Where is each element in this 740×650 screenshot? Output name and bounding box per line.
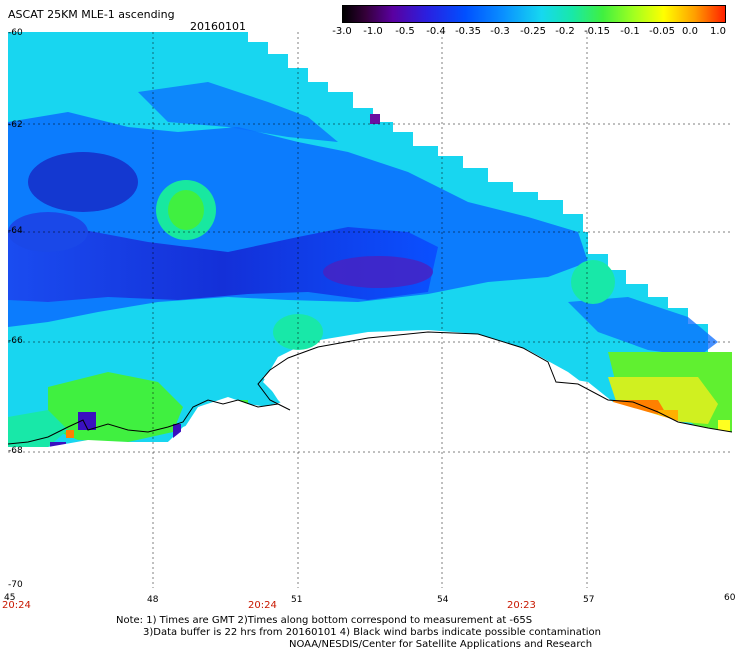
colorbar-label: -0.3 bbox=[490, 26, 510, 37]
lat-label: -70 bbox=[8, 580, 23, 590]
coastline bbox=[8, 331, 732, 445]
colorbar-label: -0.25 bbox=[520, 26, 546, 37]
wind-region-dark-blue bbox=[28, 152, 138, 212]
colorbar bbox=[342, 5, 726, 23]
graticule bbox=[8, 32, 732, 588]
map-date: 20160101 bbox=[190, 20, 246, 33]
wind-region-blue bbox=[138, 82, 338, 142]
wind-region-dark-blue bbox=[8, 227, 438, 302]
wind-region-blue bbox=[568, 297, 718, 357]
colorbar-label: -0.15 bbox=[584, 26, 610, 37]
time-label: 20:23 bbox=[507, 600, 536, 611]
land-mass bbox=[8, 334, 732, 588]
footer-note: 3)Data buffer is 22 hrs from 20160101 4)… bbox=[143, 627, 601, 638]
lon-label: 60 bbox=[724, 593, 736, 603]
lat-label: -64 bbox=[8, 226, 23, 236]
colorbar-label: -3.0 bbox=[332, 26, 352, 37]
wind-region-purple bbox=[173, 424, 181, 440]
colorbar-label: 0.0 bbox=[682, 26, 698, 37]
colorbar-label: -1.0 bbox=[363, 26, 383, 37]
lon-label: 48 bbox=[147, 595, 159, 605]
wind-region-green bbox=[168, 190, 204, 230]
lon-label: 45 bbox=[4, 593, 16, 603]
wind-region-green bbox=[571, 260, 615, 304]
wind-region-yellow bbox=[718, 420, 730, 432]
colorbar-label: -0.5 bbox=[395, 26, 415, 37]
colorbar-label: -0.35 bbox=[455, 26, 481, 37]
lat-label: -66 bbox=[8, 336, 23, 346]
wind-region-purple bbox=[323, 256, 433, 288]
wind-region-purple bbox=[370, 114, 380, 124]
lon-label: 54 bbox=[437, 595, 449, 605]
wind-region-green bbox=[8, 410, 68, 452]
colorbar-label: -0.4 bbox=[426, 26, 446, 37]
wind-map bbox=[8, 32, 732, 588]
footer-note: Note: 1) Times are GMT 2)Times along bot… bbox=[116, 615, 533, 626]
map-title: ASCAT 25KM MLE-1 ascending bbox=[8, 8, 175, 21]
lat-label: -68 bbox=[8, 446, 23, 456]
colorbar-label: -0.05 bbox=[649, 26, 675, 37]
lat-label: -62 bbox=[8, 120, 23, 130]
wind-region-orange bbox=[66, 430, 74, 438]
lon-label: 57 bbox=[583, 595, 595, 605]
time-label: 20:24 bbox=[248, 600, 277, 611]
footer-credit: NOAA/NESDIS/Center for Satellite Applica… bbox=[289, 639, 593, 650]
time-label: 20:24 bbox=[2, 600, 31, 611]
wind-region-purple bbox=[78, 412, 96, 430]
colorbar-label: -0.1 bbox=[620, 26, 640, 37]
colorbar-label: -0.2 bbox=[555, 26, 575, 37]
lon-label: 51 bbox=[291, 595, 303, 605]
colorbar-label: 1.0 bbox=[710, 26, 726, 37]
lat-label: -60 bbox=[8, 28, 23, 38]
